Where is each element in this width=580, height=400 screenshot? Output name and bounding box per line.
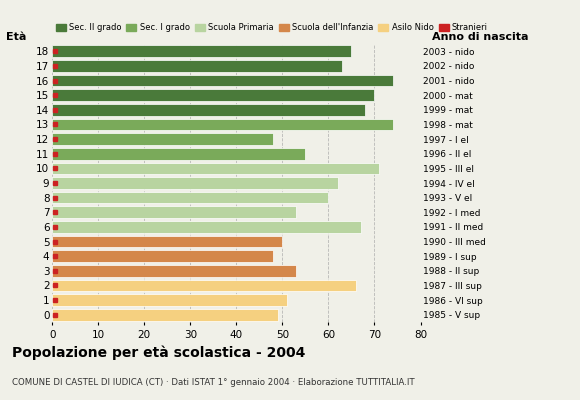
Bar [52, 60, 342, 72]
Bar [52, 177, 338, 189]
Bar [52, 250, 273, 262]
Bar [52, 75, 393, 86]
Text: Età: Età [6, 32, 26, 42]
Bar [52, 119, 393, 130]
Text: COMUNE DI CASTEL DI IUDICA (CT) · Dati ISTAT 1° gennaio 2004 · Elaborazione TUTT: COMUNE DI CASTEL DI IUDICA (CT) · Dati I… [12, 378, 414, 387]
Bar [52, 148, 306, 160]
Bar [52, 162, 379, 174]
Bar [52, 294, 287, 306]
Bar [52, 46, 351, 57]
Bar [52, 192, 328, 204]
Bar [52, 236, 282, 247]
Bar [52, 265, 296, 277]
Legend: Sec. II grado, Sec. I grado, Scuola Primaria, Scuola dell'Infanzia, Asilo Nido, : Sec. II grado, Sec. I grado, Scuola Prim… [52, 20, 491, 36]
Bar [52, 206, 296, 218]
Bar [52, 309, 278, 320]
Bar [52, 89, 375, 101]
Text: Anno di nascita: Anno di nascita [432, 32, 528, 42]
Bar [52, 221, 361, 233]
Bar [52, 280, 356, 291]
Bar [52, 104, 365, 116]
Text: Popolazione per età scolastica - 2004: Popolazione per età scolastica - 2004 [12, 346, 305, 360]
Bar [52, 133, 273, 145]
